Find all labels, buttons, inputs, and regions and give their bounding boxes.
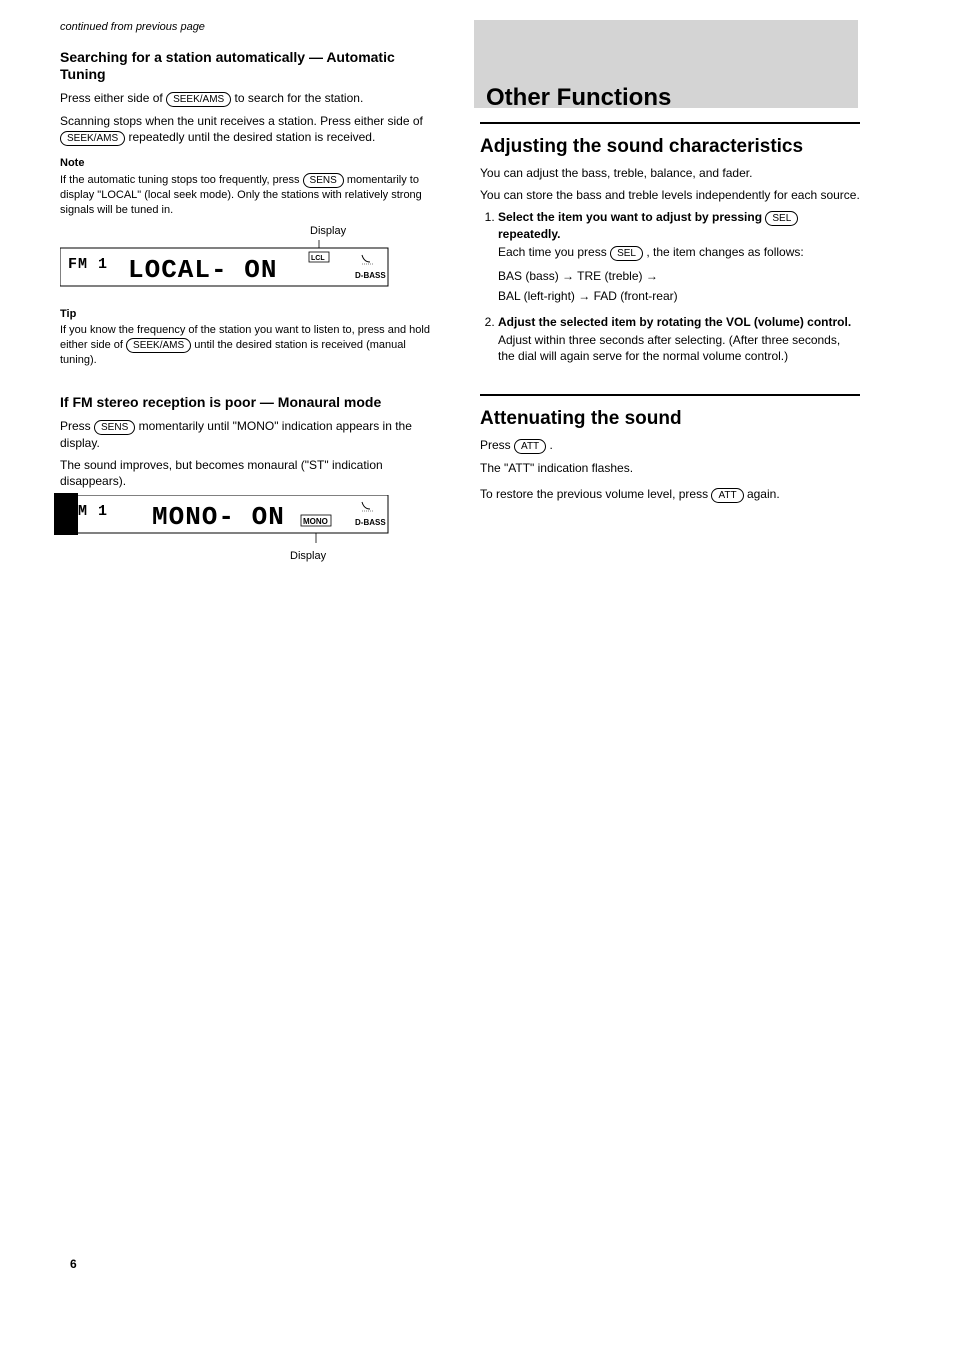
lcd-leader-label: Display [60, 224, 440, 239]
flow-item: BAS (bass) [498, 269, 559, 283]
attenuating-para-1: Press ATT . [480, 437, 860, 454]
text: Press [480, 438, 514, 452]
tip-label: Tip [60, 307, 440, 322]
text: . [550, 438, 553, 452]
att-pill: ATT [514, 439, 546, 454]
lcd-svg: FM 1 MONO- ON MONO D-BASS [60, 495, 390, 553]
divider [480, 394, 860, 396]
text: repeatedly until the desired station is … [128, 130, 375, 144]
step-2-bold: Adjust the selected item by rotating the… [498, 315, 851, 329]
text: Scanning stops when the unit receives a … [60, 114, 423, 128]
note-text: If the automatic tuning stops too freque… [60, 173, 440, 218]
lcd-display-local: Display FM 1 LOCAL- ON LCL D-BASS [60, 224, 440, 293]
adjusting-intro2: You can store the bass and treble levels… [480, 187, 860, 203]
text: If the automatic tuning stops too freque… [60, 174, 303, 186]
edge-tab [54, 493, 78, 535]
seek-ams-pill: SEEK/AMS [60, 131, 125, 146]
right-column: Other Functions Adjusting the sound char… [480, 20, 860, 576]
lcd-main: MONO- ON [152, 502, 285, 532]
text: repeatedly. [498, 227, 560, 241]
text: to search for the station. [235, 91, 364, 105]
text: Press [60, 419, 94, 433]
att-pill: ATT [711, 488, 743, 503]
auto-tune-heading: Searching for a station automatically — … [60, 49, 440, 84]
attenuating-para-2: The "ATT" indication flashes. [480, 460, 860, 476]
step-1-sub: Each time you press SEL , the item chang… [498, 244, 860, 261]
text: To restore the previous volume level, pr… [480, 487, 711, 501]
flow-item: FAD (front-rear) [594, 289, 678, 303]
mono-heading: If FM stereo reception is poor — Monaura… [60, 394, 440, 412]
lcd-display-mono: FM 1 MONO- ON MONO D-BASS Display [60, 495, 440, 564]
page-content: continued from previous page Searching f… [0, 0, 954, 576]
adjusting-intro1: You can adjust the bass, treble, balance… [480, 165, 860, 181]
flow-item: TRE (treble) [577, 269, 642, 283]
note-label: Note [60, 156, 440, 171]
mono-para-1: Press SENS momentarily until "MONO" indi… [60, 418, 440, 451]
seek-ams-pill: SEEK/AMS [166, 92, 231, 107]
divider [480, 122, 860, 124]
lcd-dbass: D-BASS [355, 518, 386, 527]
sens-pill: SENS [94, 420, 135, 435]
flow-item: BAL (left-right) [498, 289, 575, 303]
sens-pill: SENS [303, 173, 344, 188]
step-list: Select the item you want to adjust by pr… [480, 209, 860, 364]
step-2: Adjust the selected item by rotating the… [498, 314, 860, 365]
lcd-badge: MONO [303, 517, 328, 526]
continued-label: continued from previous page [60, 20, 440, 35]
text: again. [747, 487, 780, 501]
text: Press either side of [60, 91, 166, 105]
mono-para-2: The sound improves, but becomes monaural… [60, 457, 440, 489]
auto-tune-para-1: Press either side of SEEK/AMS to search … [60, 90, 440, 107]
lcd-band: FM 1 [68, 256, 108, 273]
sel-pill: SEL [765, 211, 798, 226]
attenuating-title: Attenuating the sound [480, 408, 860, 431]
arrow-icon: → [562, 267, 574, 286]
auto-tune-para-2: Scanning stops when the unit receives a … [60, 113, 440, 146]
seek-ams-pill: SEEK/AMS [126, 338, 191, 353]
sel-pill: SEL [610, 246, 643, 261]
text: Each time you press [498, 245, 610, 259]
arrow-icon: → [646, 267, 658, 286]
section-banner: Other Functions [474, 20, 858, 108]
arrow-icon: → [578, 287, 590, 306]
step-1: Select the item you want to adjust by pr… [498, 209, 860, 306]
text: , the item changes as follows: [646, 245, 803, 259]
lcd-dbass: D-BASS [355, 271, 386, 280]
lcd-svg: FM 1 LOCAL- ON LCL D-BASS [60, 240, 390, 288]
lcd-main: LOCAL- ON [128, 255, 277, 285]
step-1-flow: BAS (bass) → TRE (treble) → BAL (left-ri… [498, 267, 860, 305]
text: Select the item you want to adjust by pr… [498, 210, 765, 224]
attenuating-para-3: To restore the previous volume level, pr… [480, 486, 860, 503]
lcd-badge: LCL [311, 255, 325, 262]
page-number: 6 [70, 1256, 77, 1272]
adjusting-title: Adjusting the sound characteristics [480, 136, 860, 159]
tip-text: If you know the frequency of the station… [60, 323, 440, 368]
left-column: continued from previous page Searching f… [60, 20, 440, 576]
step-2-sub: Adjust within three seconds after select… [498, 332, 860, 364]
